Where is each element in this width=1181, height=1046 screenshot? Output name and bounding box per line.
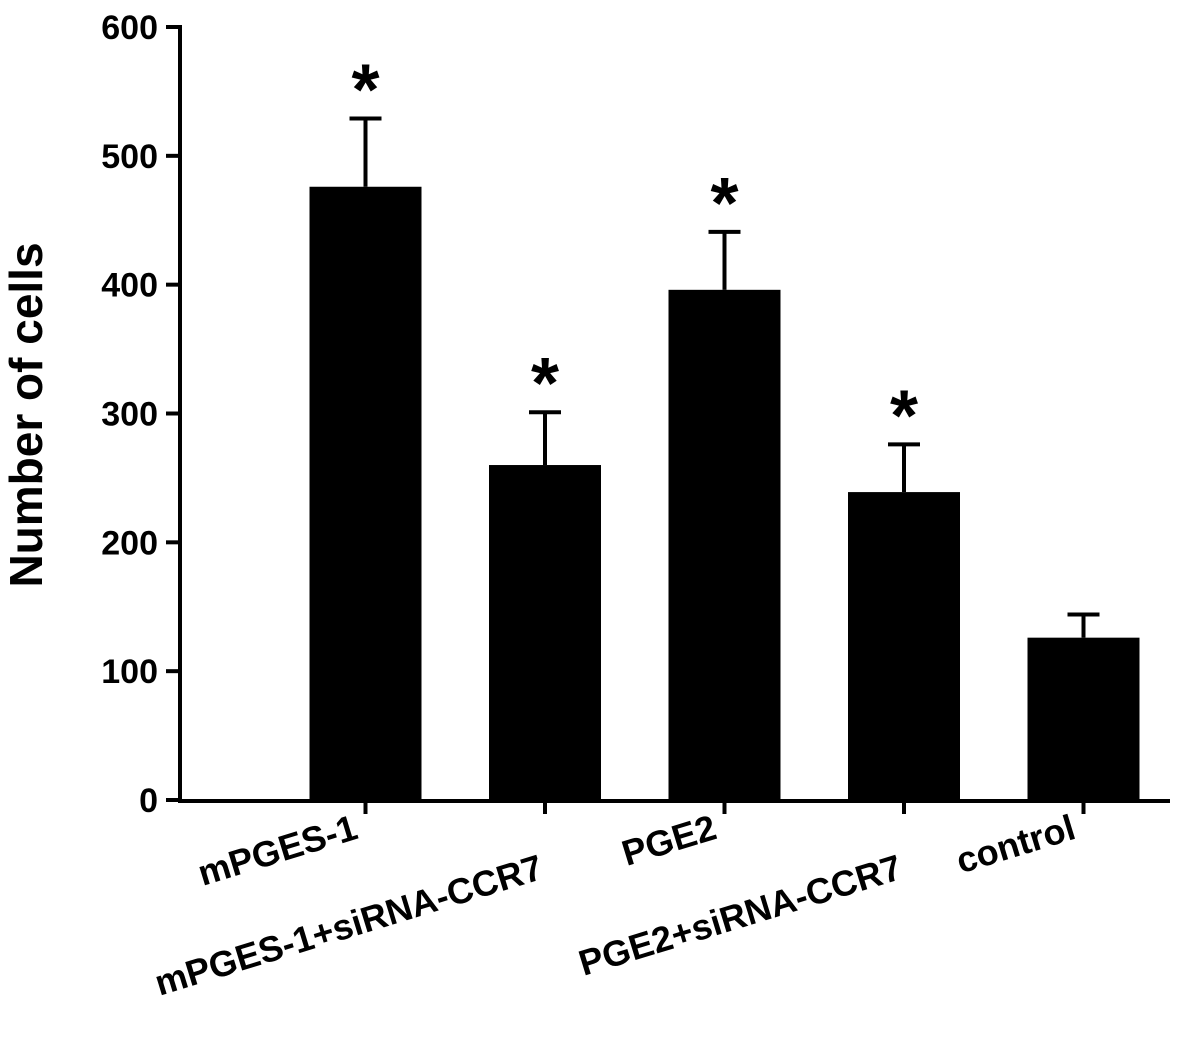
bar: [1027, 637, 1140, 800]
significance-star: *: [890, 376, 918, 456]
y-tick-label: 300: [101, 396, 158, 434]
y-tick-label: 500: [101, 138, 158, 176]
bar: [668, 289, 781, 800]
significance-star: *: [351, 50, 379, 130]
bar: [309, 186, 422, 801]
plot-area: 0100200300400500600*mPGES-1*mPGES-1+siRN…: [101, 9, 1170, 1004]
y-tick-label: 400: [101, 267, 158, 305]
bar: [848, 492, 960, 800]
y-tick-label: 100: [101, 653, 158, 691]
y-tick-label: 200: [101, 524, 158, 562]
y-tick-label: 600: [101, 9, 158, 47]
x-tick-label: PGE2: [617, 806, 721, 873]
y-tick-label: 0: [139, 782, 158, 820]
significance-star: *: [710, 164, 738, 244]
significance-star: *: [531, 344, 559, 424]
x-tick-label: control: [951, 806, 1080, 881]
y-axis-title: Number of cells: [0, 242, 52, 587]
bar: [489, 465, 601, 800]
x-tick-label: PGE2+siRNA-CCR7: [574, 846, 906, 983]
x-tick-label: mPGES-1: [193, 806, 362, 893]
